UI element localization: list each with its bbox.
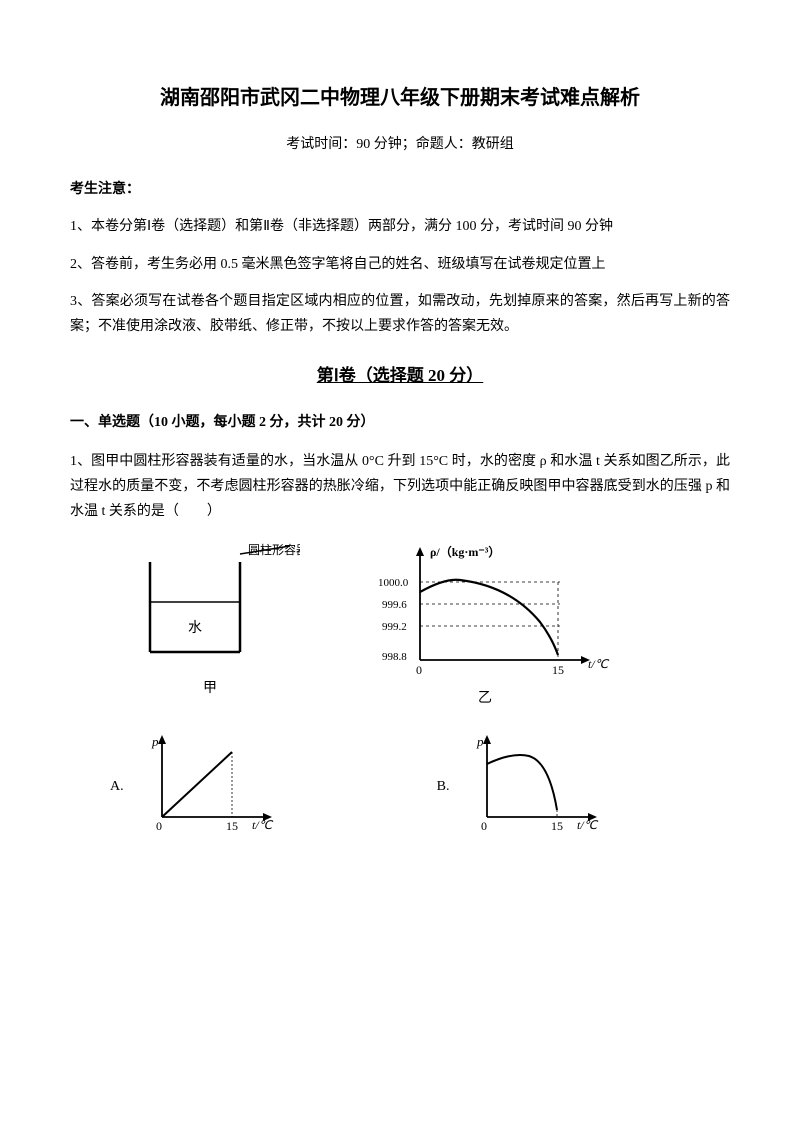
ytick-9996: 999.6: [382, 599, 407, 611]
notice-2: 2、答卷前，考生务必用 0.5 毫米黑色签字笔将自己的姓名、班级填写在试卷规定位…: [70, 252, 730, 277]
figure-jia: 圆柱形容器 水 甲: [120, 542, 300, 711]
p-label-a: p: [151, 734, 159, 749]
figure-yi-label: 乙: [478, 686, 492, 711]
option-a-label: A.: [110, 774, 124, 799]
page-title: 湖南邵阳市武冈二中物理八年级下册期末考试难点解析: [70, 80, 730, 116]
t-label-b: t/℃: [577, 818, 599, 832]
p-label-b: p: [476, 734, 484, 749]
option-a: A. p 0 15 t/℃: [110, 732, 282, 842]
notice-1: 1、本卷分第Ⅰ卷（选择题）和第Ⅱ卷（非选择题）两部分，满分 100 分，考试时间…: [70, 214, 730, 239]
x0-b: 0: [481, 819, 487, 833]
water-label: 水: [188, 620, 202, 636]
x-axis-label: t/℃: [588, 657, 610, 671]
x15-b: 15: [551, 819, 563, 833]
section-1-header: 一、单选题（10 小题，每小题 2 分，共计 20 分）: [70, 410, 730, 435]
subtitle: 考试时间：90 分钟；命题人：教研组: [70, 132, 730, 157]
xtick-15: 15: [552, 663, 564, 677]
notice-header: 考生注意：: [70, 177, 730, 202]
ytick-9992: 999.2: [382, 621, 407, 633]
figure-jia-label: 甲: [203, 676, 217, 701]
option-b-label: B.: [437, 774, 450, 799]
option-a-chart: p 0 15 t/℃: [132, 732, 282, 842]
question-1: 1、图甲中圆柱形容器装有适量的水，当水温从 0°C 升到 15°C 时，水的密度…: [70, 449, 730, 525]
option-b: B. p 0 15 t/℃: [437, 732, 608, 842]
figure-yi: ρ/（kg·m⁻³） 1000.0 999.6 999.2 998.8 0 15…: [360, 542, 610, 711]
y-axis-label: ρ/（kg·m⁻³）: [430, 544, 500, 559]
notice-3: 3、答案必须写在试卷各个题目指定区域内相应的位置，如需改动，先划掉原来的答案，然…: [70, 289, 730, 339]
part-1-title: 第Ⅰ卷（选择题 20 分）: [70, 361, 730, 392]
container-label: 圆柱形容器: [248, 542, 300, 557]
ytick-1000: 1000.0: [378, 577, 409, 589]
ytick-9988: 998.8: [382, 651, 407, 663]
x15-a: 15: [226, 819, 238, 833]
t-label-a: t/℃: [252, 818, 274, 832]
container-diagram: 圆柱形容器 水: [120, 542, 300, 672]
option-row: A. p 0 15 t/℃ B. p 0 15 t/℃: [110, 732, 730, 842]
figure-row-1: 圆柱形容器 水 甲 ρ/（kg·m⁻³） 1000.0 999.6 999.2 …: [120, 542, 730, 711]
option-b-chart: p 0 15 t/℃: [457, 732, 607, 842]
density-chart: ρ/（kg·m⁻³） 1000.0 999.6 999.2 998.8 0 15…: [360, 542, 610, 682]
xtick-0: 0: [416, 663, 422, 677]
x0-a: 0: [156, 819, 162, 833]
